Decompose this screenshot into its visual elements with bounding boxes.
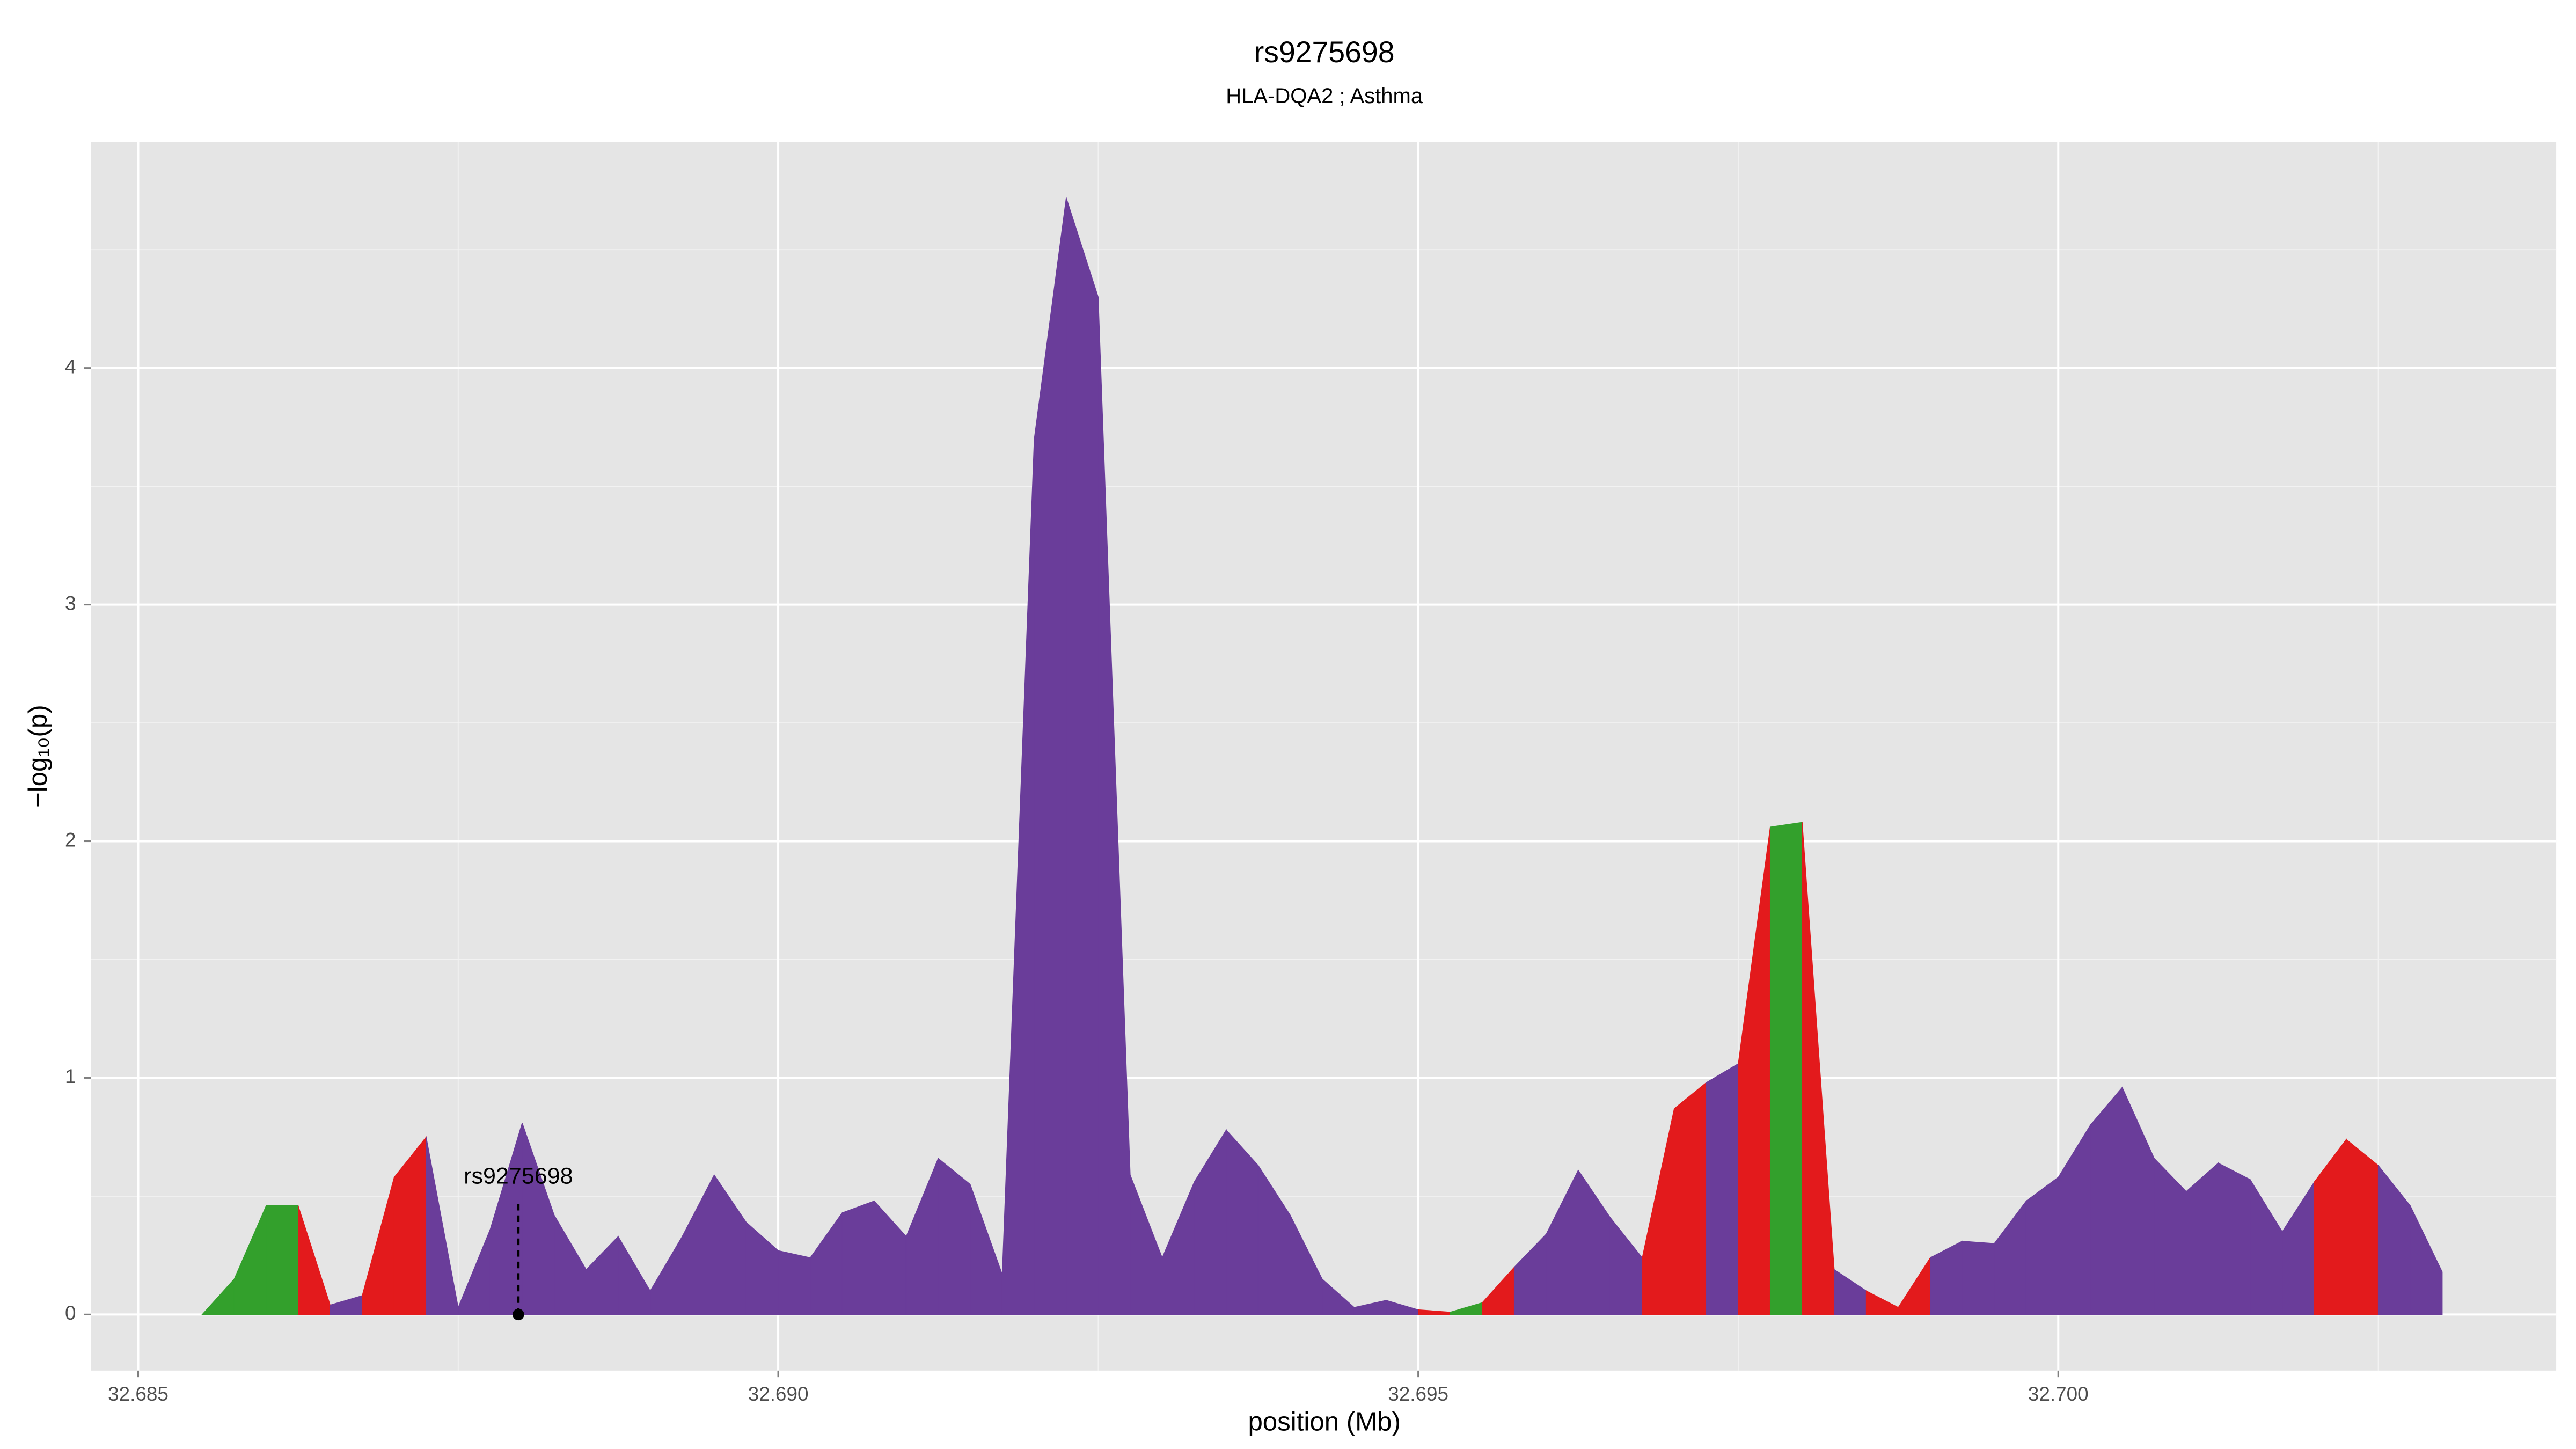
chart-title: rs9275698 [1254, 35, 1395, 69]
area-segment [1674, 1081, 1707, 1315]
area-segment [2346, 1138, 2379, 1315]
area-segment [2218, 1162, 2251, 1315]
y-tick-label: 1 [65, 1065, 76, 1087]
y-tick-label: 3 [65, 592, 76, 614]
area-segment [2410, 1205, 2443, 1315]
area-segment [1769, 822, 1803, 1315]
x-tick-label: 32.695 [1388, 1383, 1448, 1405]
area-segment [1066, 197, 1099, 1315]
area-segment [778, 1250, 811, 1315]
chart-subtitle: HLA-DQA2 ; Asthma [1226, 84, 1423, 108]
x-axis-label: position (Mb) [1248, 1407, 1400, 1436]
x-tick-label: 32.700 [2028, 1383, 2089, 1405]
annotation-point [513, 1308, 524, 1321]
y-tick-label: 0 [65, 1302, 76, 1324]
x-tick-label: 32.685 [108, 1383, 169, 1405]
area-segment [2090, 1086, 2123, 1315]
marks: rs9275698 [201, 197, 2443, 1321]
area-segment [938, 1158, 971, 1315]
area-segment [2025, 1176, 2059, 1315]
annotation-label: rs9275698 [464, 1163, 573, 1189]
x-tick-label: 32.690 [748, 1383, 809, 1405]
area-segment [266, 1205, 299, 1315]
y-tick-label: 4 [65, 355, 76, 377]
area-segment [841, 1200, 875, 1315]
panel [91, 142, 2557, 1371]
y-tick-label: 2 [65, 829, 76, 851]
area-segment [1962, 1241, 1995, 1315]
y-axis-label: −log₁₀(p) [23, 705, 53, 808]
area-segment [1706, 1063, 1739, 1315]
